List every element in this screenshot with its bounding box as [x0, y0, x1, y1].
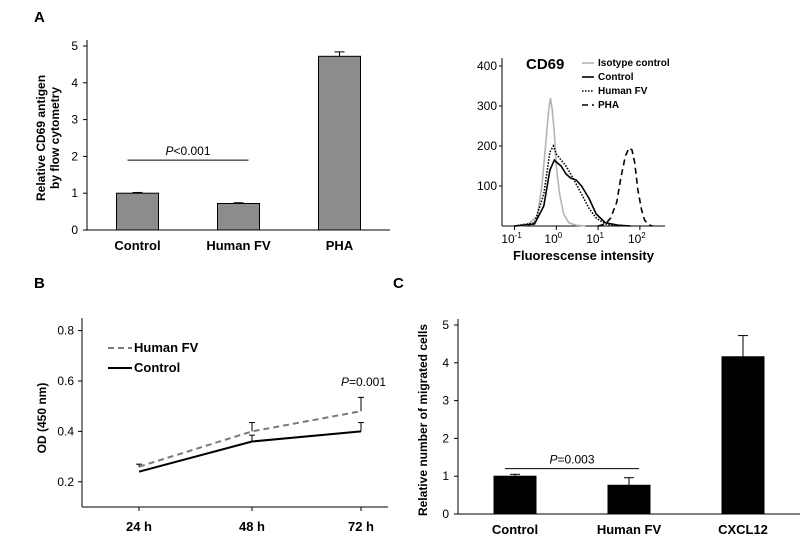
y-tick-label: 5	[71, 39, 78, 53]
legend-label: Control	[598, 72, 634, 83]
significance-label: P=0.003	[549, 453, 594, 467]
category-label: PHA	[326, 238, 354, 253]
category-label: Control	[492, 522, 538, 537]
series-line-isotype-control	[514, 97, 586, 227]
bar-control	[116, 192, 159, 231]
y-tick-label: 400	[477, 59, 497, 73]
significance-label-p: P	[165, 144, 173, 158]
bar-control	[493, 475, 537, 515]
y-axis-title-line: Relative CD69 antigen	[34, 75, 48, 201]
y-tick-label: 1	[442, 469, 449, 483]
series-line-pha	[597, 146, 653, 227]
panel-label-c: C	[393, 275, 404, 292]
y-tick-label: 0	[442, 507, 449, 521]
significance-label-p: P	[341, 375, 349, 389]
bar-human-fv	[607, 484, 651, 515]
x-tick-exponent: 2	[641, 231, 646, 240]
x-tick-exponent: 1	[600, 231, 605, 240]
y-axis-title-line: by flow cytometry	[48, 87, 62, 189]
series-line-human-fv	[514, 144, 619, 227]
category-label: Human FV	[206, 238, 271, 253]
x-tick-exponent: 0	[558, 231, 563, 240]
significance-label: P<0.001	[165, 144, 210, 158]
significance-label-p: P	[549, 453, 557, 467]
x-tick-label: 100	[544, 231, 562, 246]
y-tick-label: 1	[71, 186, 78, 200]
x-tick-label: 102	[628, 231, 646, 246]
series-line-control	[514, 158, 631, 227]
y-axis-title: OD (450 nm)	[35, 383, 49, 454]
significance-label-value: =0.003	[557, 453, 594, 467]
x-tick-base: 10	[628, 232, 642, 246]
y-tick-label: 2	[71, 149, 78, 163]
y-tick-label: 5	[442, 318, 449, 332]
x-tick-label: 48 h	[239, 519, 265, 534]
y-tick-label: 200	[477, 139, 497, 153]
legend-label: Isotype control	[598, 58, 670, 69]
y-tick-label: 4	[71, 76, 78, 90]
bar-human-fv	[217, 203, 260, 231]
legend-label: Human FV	[598, 86, 648, 97]
y-tick-label: 0.8	[57, 324, 74, 338]
series-line-human-fv	[138, 410, 362, 468]
x-tick-label: 10-1	[501, 231, 522, 246]
x-tick-label: 72 h	[348, 519, 374, 534]
y-tick-label: 4	[442, 356, 449, 370]
category-label: CXCL12	[718, 522, 768, 537]
significance-label: P=0.001	[341, 375, 386, 389]
x-tick-base: 10	[501, 232, 515, 246]
x-tick-label: 24 h	[126, 519, 152, 534]
series-line-control	[138, 430, 362, 473]
x-axis-title: Fluorescense intensity	[513, 248, 655, 263]
y-tick-label: 2	[442, 431, 449, 445]
y-tick-label: 300	[477, 99, 497, 113]
y-tick-label: 0.6	[57, 374, 74, 388]
bar-pha	[318, 55, 361, 231]
bar-cxcl12	[721, 356, 765, 515]
legend-label: Human FV	[134, 340, 199, 355]
chart-a-bar: 0 1 2 3 4 5 Control Human FV PHA P<0.001 Relative …	[34, 39, 390, 253]
chart-b-line: 0.2 0.4 0.6 0.8 24 h 48 h 72 h OD (450 nm) Human…	[35, 318, 388, 534]
y-tick-label: 0.2	[57, 475, 74, 489]
y-tick-label: 0	[71, 223, 78, 237]
significance-label-value: <0.001	[173, 144, 210, 158]
x-tick-base: 10	[544, 232, 558, 246]
y-axis-title: Relative number of migrated cells	[416, 324, 430, 516]
y-tick-label: 100	[477, 179, 497, 193]
y-tick-label: 3	[71, 113, 78, 127]
x-tick-label: 101	[586, 231, 604, 246]
y-tick-label: 3	[442, 394, 449, 408]
category-label: Control	[114, 238, 160, 253]
legend-label: PHA	[598, 100, 619, 111]
histogram-title: CD69	[526, 56, 564, 73]
chart-c-bar: 0 1 2 3 4 5 Control Human FV CXCL12 P=0.003 Relati…	[416, 318, 800, 537]
panel-label-a: A	[34, 9, 45, 26]
y-axis-title: Relative CD69 antigenby flow cytometry	[34, 75, 62, 201]
category-label: Human FV	[597, 522, 662, 537]
legend-label: Control	[134, 360, 180, 375]
x-tick-base: 10	[586, 232, 600, 246]
y-tick-label: 0.4	[57, 424, 74, 438]
panel-label-b: B	[34, 275, 45, 292]
x-tick-exponent: -1	[515, 231, 523, 240]
significance-label-value: =0.001	[349, 375, 386, 389]
